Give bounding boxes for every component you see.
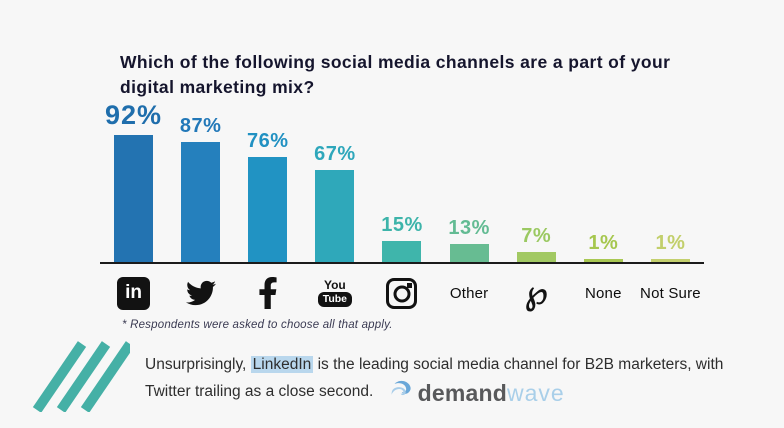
- chart-footnote: * Respondents were asked to choose all t…: [122, 319, 393, 331]
- pinterest-icon: ℘: [524, 273, 549, 313]
- category-label: None: [584, 284, 622, 302]
- caption-text: Unsurprisingly, LinkedIn is the leading …: [145, 351, 745, 409]
- bar-chart: 92% 87% 76% 67% 15% 13% 7% 1% 1% in You Tube Other ℘…: [100, 100, 704, 317]
- bar-value-label: 15%: [381, 214, 423, 237]
- bar-none: [583, 259, 623, 262]
- bar-column: 76%: [234, 130, 301, 262]
- bar-column: 7%: [503, 135, 570, 262]
- bar-youtube: [315, 169, 355, 262]
- bar-column: 13%: [436, 135, 503, 262]
- bars-row: 92% 87% 76% 67% 15% 13% 7% 1% 1%: [100, 100, 704, 262]
- caption-highlight-linkedin: LinkedIn: [250, 356, 314, 373]
- facebook-icon: [258, 276, 278, 310]
- diagonal-stripes-decoration: [32, 341, 130, 412]
- category-label-cell: None: [570, 269, 637, 317]
- bar-column: 67%: [301, 135, 368, 262]
- bar-value-label: 87%: [179, 114, 222, 137]
- instagram-icon: [386, 277, 418, 309]
- category-label: Not Sure: [640, 284, 701, 302]
- category-icon-cell: ℘: [503, 269, 570, 317]
- bar-linkedin: [114, 135, 154, 262]
- bar-column: 92%: [100, 100, 167, 262]
- bar-value-label: 7%: [521, 225, 552, 248]
- caption-pre: Unsurprisingly,: [145, 356, 251, 373]
- bar-not-sure: [650, 259, 690, 262]
- category-icon-cell: [368, 269, 435, 317]
- chart-title-line2: digital marketing mix?: [120, 77, 315, 97]
- bar-value-label: 76%: [247, 130, 289, 153]
- category-icon-cell: in: [100, 269, 167, 317]
- wave-swirl-icon: [388, 378, 414, 409]
- bar-instagram: [382, 241, 422, 262]
- category-icon-cell: You Tube: [301, 269, 368, 317]
- logo-word-demand: demand: [417, 380, 508, 406]
- bar-twitter: [181, 141, 221, 262]
- bar-column: 87%: [167, 115, 234, 262]
- bar-other: [449, 244, 489, 262]
- twitter-icon: [183, 278, 219, 308]
- bar-facebook: [248, 157, 288, 262]
- chart-title-line1: Which of the following social media chan…: [120, 52, 671, 72]
- category-label: Other: [449, 284, 489, 302]
- caption-line2: Twitter trailing as a close second.: [145, 383, 374, 400]
- bar-value-label: 13%: [448, 217, 490, 240]
- category-icon-cell: [167, 269, 234, 317]
- bar-value-label: 1%: [655, 232, 686, 254]
- category-label-cell: Not Sure: [637, 269, 704, 317]
- x-axis-line: [100, 262, 704, 264]
- bar-column: 1%: [637, 135, 704, 262]
- category-label-cell: Other: [436, 269, 503, 317]
- category-axis: in You Tube Other ℘ None Not Sure: [100, 269, 704, 317]
- logo-word-wave: wave: [507, 380, 565, 406]
- bar-pinterest: [516, 252, 556, 262]
- bar-column: 1%: [570, 135, 637, 262]
- bar-value-label: 1%: [588, 232, 619, 254]
- demandwave-logo: demand wave: [388, 378, 565, 409]
- bar-value-label: 67%: [314, 142, 356, 165]
- caption-line1-rest: is the leading social media channel for …: [313, 356, 724, 373]
- youtube-icon: You Tube: [317, 279, 353, 308]
- bar-value-label: 92%: [105, 100, 163, 130]
- bar-column: 15%: [368, 135, 435, 262]
- category-icon-cell: [234, 269, 301, 317]
- chart-title: Which of the following social media chan…: [120, 50, 760, 100]
- linkedin-icon: in: [117, 276, 151, 310]
